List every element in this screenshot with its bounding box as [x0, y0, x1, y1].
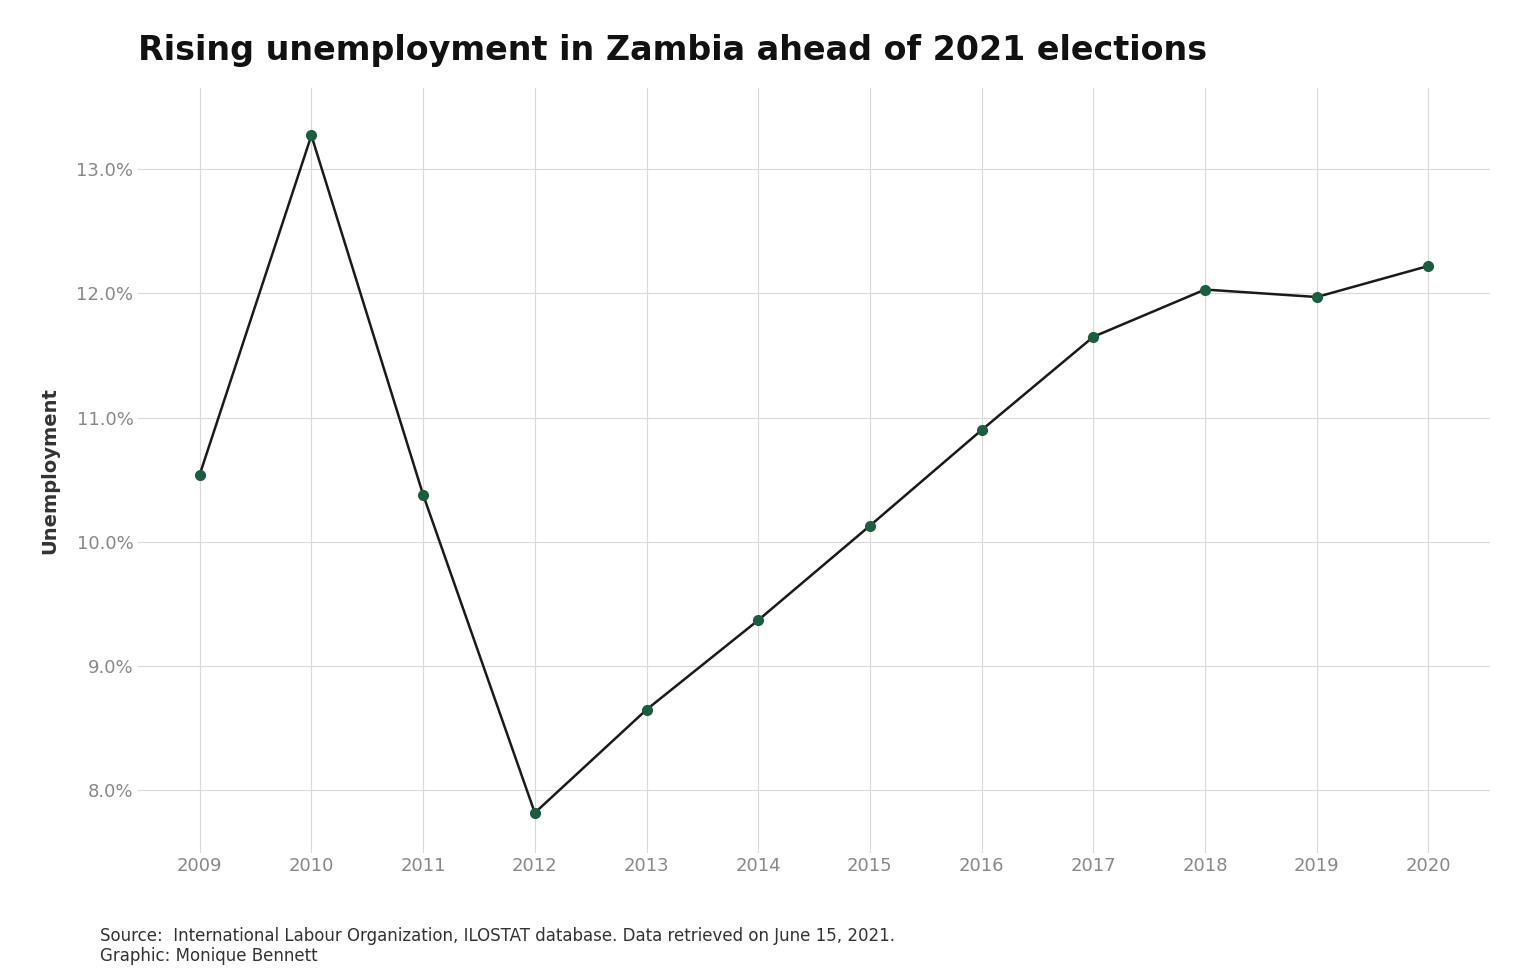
Point	[634, 702, 659, 717]
Point	[857, 517, 882, 533]
Point	[1193, 281, 1218, 297]
Point	[187, 466, 212, 482]
Point	[410, 487, 435, 503]
Text: Rising unemployment in Zambia ahead of 2021 elections: Rising unemployment in Zambia ahead of 2…	[138, 34, 1207, 68]
Point	[522, 805, 547, 820]
Text: Source:  International Labour Organization, ILOSTAT database. Data retrieved on : Source: International Labour Organizatio…	[100, 926, 895, 965]
Point	[746, 612, 771, 628]
Point	[1416, 258, 1441, 273]
Point	[1304, 289, 1329, 305]
Point	[969, 422, 994, 438]
Point	[1081, 329, 1106, 345]
Y-axis label: Unemployment: Unemployment	[41, 387, 60, 554]
Point	[300, 127, 324, 143]
